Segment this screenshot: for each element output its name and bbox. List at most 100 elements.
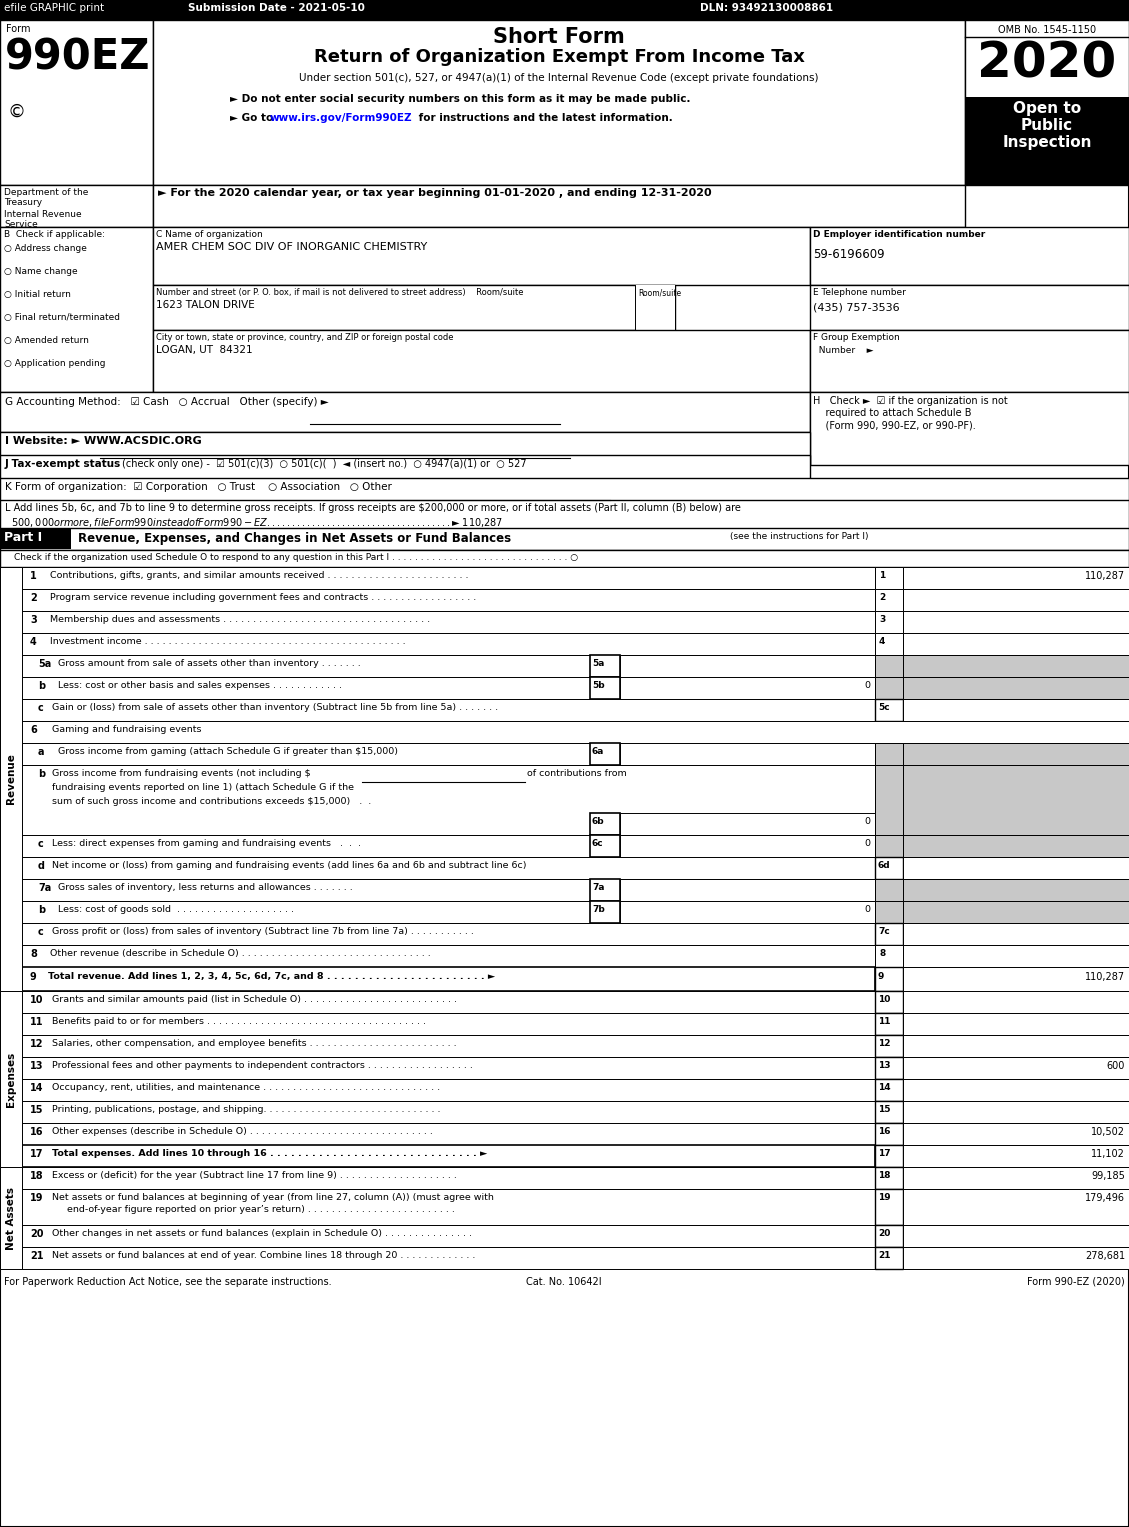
- Text: DLN: 93492130008861: DLN: 93492130008861: [700, 3, 833, 14]
- Text: ○ Application pending: ○ Application pending: [5, 359, 105, 368]
- Text: 3: 3: [879, 615, 885, 625]
- Text: For Paperwork Reduction Act Notice, see the separate instructions.: For Paperwork Reduction Act Notice, see …: [5, 1277, 332, 1287]
- Bar: [903, 567, 1129, 589]
- Text: 110,287: 110,287: [1085, 973, 1124, 982]
- Text: LOGAN, UT  84321: LOGAN, UT 84321: [156, 345, 253, 354]
- Bar: [620, 744, 875, 765]
- Bar: [21, 1057, 875, 1080]
- Text: 4: 4: [879, 637, 885, 646]
- Text: b: b: [38, 906, 45, 915]
- Text: a: a: [38, 747, 44, 757]
- Text: 5b: 5b: [592, 681, 605, 690]
- Text: J Tax-exempt status: J Tax-exempt status: [5, 460, 121, 469]
- Text: 18: 18: [30, 1171, 44, 1180]
- Bar: [21, 1225, 875, 1248]
- Bar: [154, 20, 965, 185]
- Text: end-of-year figure reported on prior year’s return) . . . . . . . . . . . . . . : end-of-year figure reported on prior yea…: [52, 1205, 455, 1214]
- Text: AMER CHEM SOC DIV OF INORGANIC CHEMISTRY: AMER CHEM SOC DIV OF INORGANIC CHEMISTRY: [156, 241, 427, 252]
- Text: Less: cost of goods sold  . . . . . . . . . . . . . . . . . . . .: Less: cost of goods sold . . . . . . . .…: [58, 906, 294, 915]
- Text: 0: 0: [864, 681, 870, 690]
- Text: 6a: 6a: [592, 747, 604, 756]
- Bar: [875, 699, 903, 721]
- Text: 99,185: 99,185: [1091, 1171, 1124, 1180]
- Bar: [590, 676, 620, 699]
- Text: Net assets or fund balances at beginning of year (from line 27, column (A)) (mus: Net assets or fund balances at beginning…: [52, 1193, 493, 1202]
- Bar: [903, 744, 1129, 765]
- Text: Gross income from fundraising events (not including $: Gross income from fundraising events (no…: [52, 770, 310, 777]
- Text: 15: 15: [878, 1106, 891, 1115]
- Bar: [0, 185, 154, 228]
- Text: 7a: 7a: [592, 883, 604, 892]
- Text: Under section 501(c), 527, or 4947(a)(1) of the Internal Revenue Code (except pr: Under section 501(c), 527, or 4947(a)(1)…: [299, 73, 819, 82]
- Bar: [21, 901, 590, 922]
- Text: 179,496: 179,496: [1085, 1193, 1124, 1203]
- Bar: [809, 392, 1129, 466]
- Text: Professional fees and other payments to independent contractors . . . . . . . . : Professional fees and other payments to …: [52, 1061, 473, 1070]
- Bar: [21, 1248, 875, 1269]
- Bar: [0, 567, 21, 991]
- Bar: [875, 589, 903, 611]
- Text: 2: 2: [879, 592, 885, 602]
- Bar: [875, 1225, 903, 1248]
- Bar: [154, 286, 675, 330]
- Bar: [875, 1101, 903, 1122]
- Text: 16: 16: [30, 1127, 44, 1138]
- Text: B  Check if applicable:: B Check if applicable:: [5, 231, 105, 240]
- Bar: [0, 1167, 21, 1269]
- Bar: [809, 286, 1129, 330]
- Text: 11: 11: [30, 1017, 44, 1028]
- Bar: [875, 1057, 903, 1080]
- Text: Form 990-EZ (2020): Form 990-EZ (2020): [1027, 1277, 1124, 1287]
- Bar: [0, 20, 154, 185]
- Text: Expenses: Expenses: [6, 1052, 16, 1107]
- Bar: [590, 880, 620, 901]
- Text: b: b: [38, 770, 45, 779]
- Bar: [21, 567, 875, 589]
- Bar: [21, 1190, 875, 1225]
- Text: Gain or (loss) from sale of assets other than inventory (Subtract line 5b from l: Gain or (loss) from sale of assets other…: [52, 702, 498, 712]
- Text: F Group Exemption: F Group Exemption: [813, 333, 900, 342]
- Bar: [875, 1012, 903, 1035]
- Bar: [21, 655, 590, 676]
- Bar: [875, 744, 903, 765]
- Bar: [903, 765, 1129, 835]
- Text: Gross income from gaming (attach Schedule G if greater than $15,000): Gross income from gaming (attach Schedul…: [58, 747, 399, 756]
- Bar: [21, 1167, 875, 1190]
- Bar: [875, 1167, 903, 1190]
- Bar: [903, 922, 1129, 945]
- Bar: [965, 98, 1129, 185]
- Text: 17: 17: [30, 1148, 44, 1159]
- Text: 990EZ: 990EZ: [5, 37, 150, 78]
- Text: City or town, state or province, country, and ZIP or foreign postal code: City or town, state or province, country…: [156, 333, 454, 342]
- Text: ○ Initial return: ○ Initial return: [5, 290, 71, 299]
- Text: Gross sales of inventory, less returns and allowances . . . . . . .: Gross sales of inventory, less returns a…: [58, 883, 352, 892]
- Text: Inspection: Inspection: [1003, 134, 1092, 150]
- Text: 5a: 5a: [592, 660, 604, 667]
- Text: L Add lines 5b, 6c, and 7b to line 9 to determine gross receipts. If gross recei: L Add lines 5b, 6c, and 7b to line 9 to …: [5, 502, 741, 513]
- Bar: [903, 945, 1129, 967]
- Bar: [903, 634, 1129, 655]
- Text: 6b: 6b: [592, 817, 605, 826]
- Bar: [875, 1248, 903, 1269]
- Text: 2: 2: [30, 592, 37, 603]
- Text: 278,681: 278,681: [1085, 1251, 1124, 1261]
- Bar: [903, 991, 1129, 1012]
- Bar: [875, 991, 903, 1012]
- Text: Department of the: Department of the: [5, 188, 88, 197]
- Text: 8: 8: [879, 948, 885, 957]
- Text: 2020: 2020: [978, 40, 1117, 87]
- Text: 19: 19: [30, 1193, 44, 1203]
- Text: 5a: 5a: [38, 660, 51, 669]
- Text: I Website: ► WWW.ACSDIC.ORG: I Website: ► WWW.ACSDIC.ORG: [5, 437, 202, 446]
- Text: 14: 14: [30, 1083, 44, 1093]
- Bar: [875, 880, 903, 901]
- Bar: [620, 655, 875, 676]
- Bar: [21, 880, 590, 901]
- Bar: [903, 655, 1129, 676]
- Bar: [0, 478, 1129, 508]
- Text: G Accounting Method:   ☑ Cash   ○ Accrual   Other (specify) ►: G Accounting Method: ☑ Cash ○ Accrual Ot…: [5, 397, 329, 408]
- Text: Net Assets: Net Assets: [6, 1186, 16, 1249]
- Text: E Telephone number: E Telephone number: [813, 289, 905, 296]
- Text: Return of Organization Exempt From Income Tax: Return of Organization Exempt From Incom…: [314, 47, 805, 66]
- Text: ©: ©: [8, 102, 26, 121]
